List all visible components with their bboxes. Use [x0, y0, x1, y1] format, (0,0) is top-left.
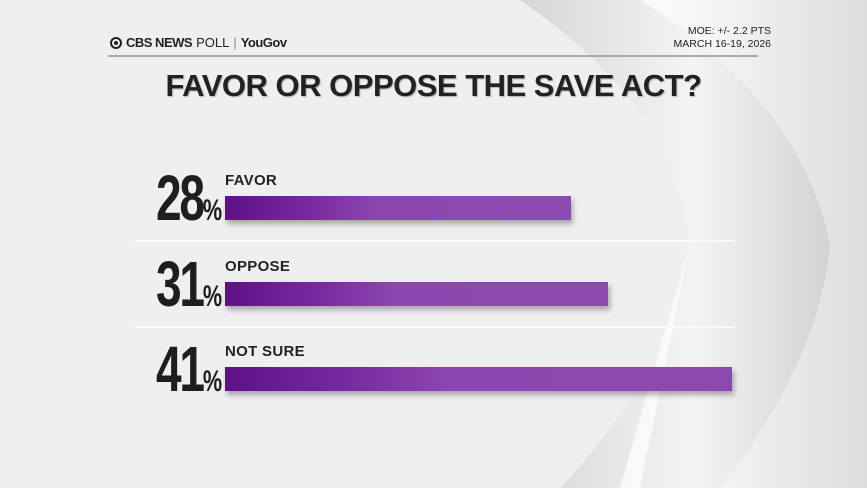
- value-label: 41%: [156, 337, 222, 401]
- category-label: OPPOSE: [225, 257, 291, 275]
- header-divider: [108, 55, 758, 57]
- bar-favor: [225, 196, 572, 220]
- value-label: 31%: [156, 252, 222, 316]
- partner-name: YouGov: [240, 35, 287, 50]
- brand-name: CBS NEWS: [126, 35, 193, 50]
- chart-title: FAVOR OR OPPOSE THE SAVE ACT?: [165, 68, 702, 103]
- percent-sign: %: [202, 365, 223, 398]
- row-divider: [135, 240, 735, 242]
- value-number: 31: [155, 247, 205, 320]
- percent-sign: %: [202, 279, 223, 313]
- brand-suffix: POLL: [196, 35, 230, 50]
- cbs-news-poll-logo: CBS NEWS POLL | YouGov: [110, 35, 287, 50]
- row-divider: [135, 325, 735, 328]
- value-number: 28: [155, 162, 205, 234]
- poll-dates: MARCH 16-19, 2026: [673, 38, 771, 50]
- poll-meta: MOE: +/- 2.2 PTS MARCH 16-19, 2026: [674, 25, 771, 51]
- category-label: FAVOR: [225, 172, 278, 189]
- percent-sign: %: [202, 194, 223, 227]
- logo-separator: |: [233, 35, 237, 50]
- cbs-eye-icon: [110, 36, 122, 49]
- value-label: 28%: [156, 166, 222, 230]
- value-number: 41: [155, 333, 205, 405]
- bar-oppose: [225, 281, 609, 306]
- margin-of-error: MOE: +/- 2.2 PTS: [687, 25, 771, 37]
- category-label: NOT SURE: [225, 343, 305, 360]
- bar-not-sure: [225, 367, 732, 391]
